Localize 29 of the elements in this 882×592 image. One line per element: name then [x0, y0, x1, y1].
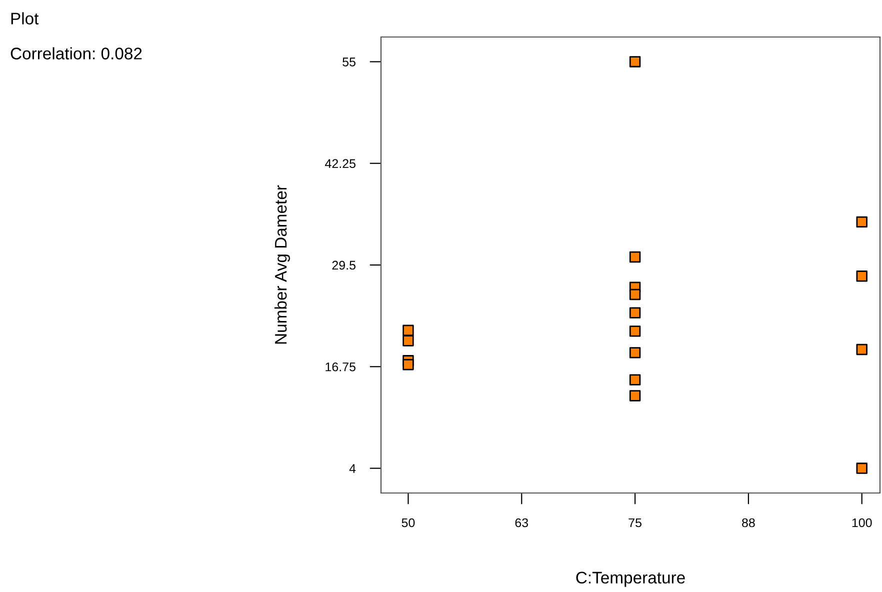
- y-tick-label: 55: [342, 58, 356, 66]
- point: [629, 251, 641, 263]
- text: Plot: [11, 12, 39, 24]
- point: [856, 270, 868, 282]
- point: [856, 462, 868, 474]
- x-tick-label: 88: [742, 518, 755, 528]
- point: [629, 347, 641, 358]
- point: [629, 56, 641, 68]
- point: [629, 390, 641, 402]
- point: [629, 374, 641, 386]
- y-tick-label: 42.25: [325, 159, 356, 168]
- point: [629, 288, 641, 300]
- point: [402, 324, 414, 336]
- x-tick-label: 75: [628, 518, 642, 528]
- point: [402, 335, 414, 346]
- x-tick-label: 50: [402, 518, 415, 528]
- point: [856, 344, 868, 356]
- y-tick-label: 4: [349, 464, 356, 473]
- x-tick-label: 63: [515, 518, 528, 528]
- y-tick-label: 29.5: [332, 260, 356, 270]
- y-axis-title: Number Avg Dameter: [274, 185, 290, 344]
- point: [856, 216, 868, 228]
- point: [629, 326, 641, 337]
- y-tick-label: 16.75: [326, 362, 356, 372]
- point: [629, 307, 641, 318]
- point: [402, 359, 414, 370]
- text: Correlation: 0.082: [10, 47, 142, 60]
- x-tick-label: 100: [852, 518, 872, 528]
- x-axis-title: C:Temperature: [576, 572, 685, 587]
